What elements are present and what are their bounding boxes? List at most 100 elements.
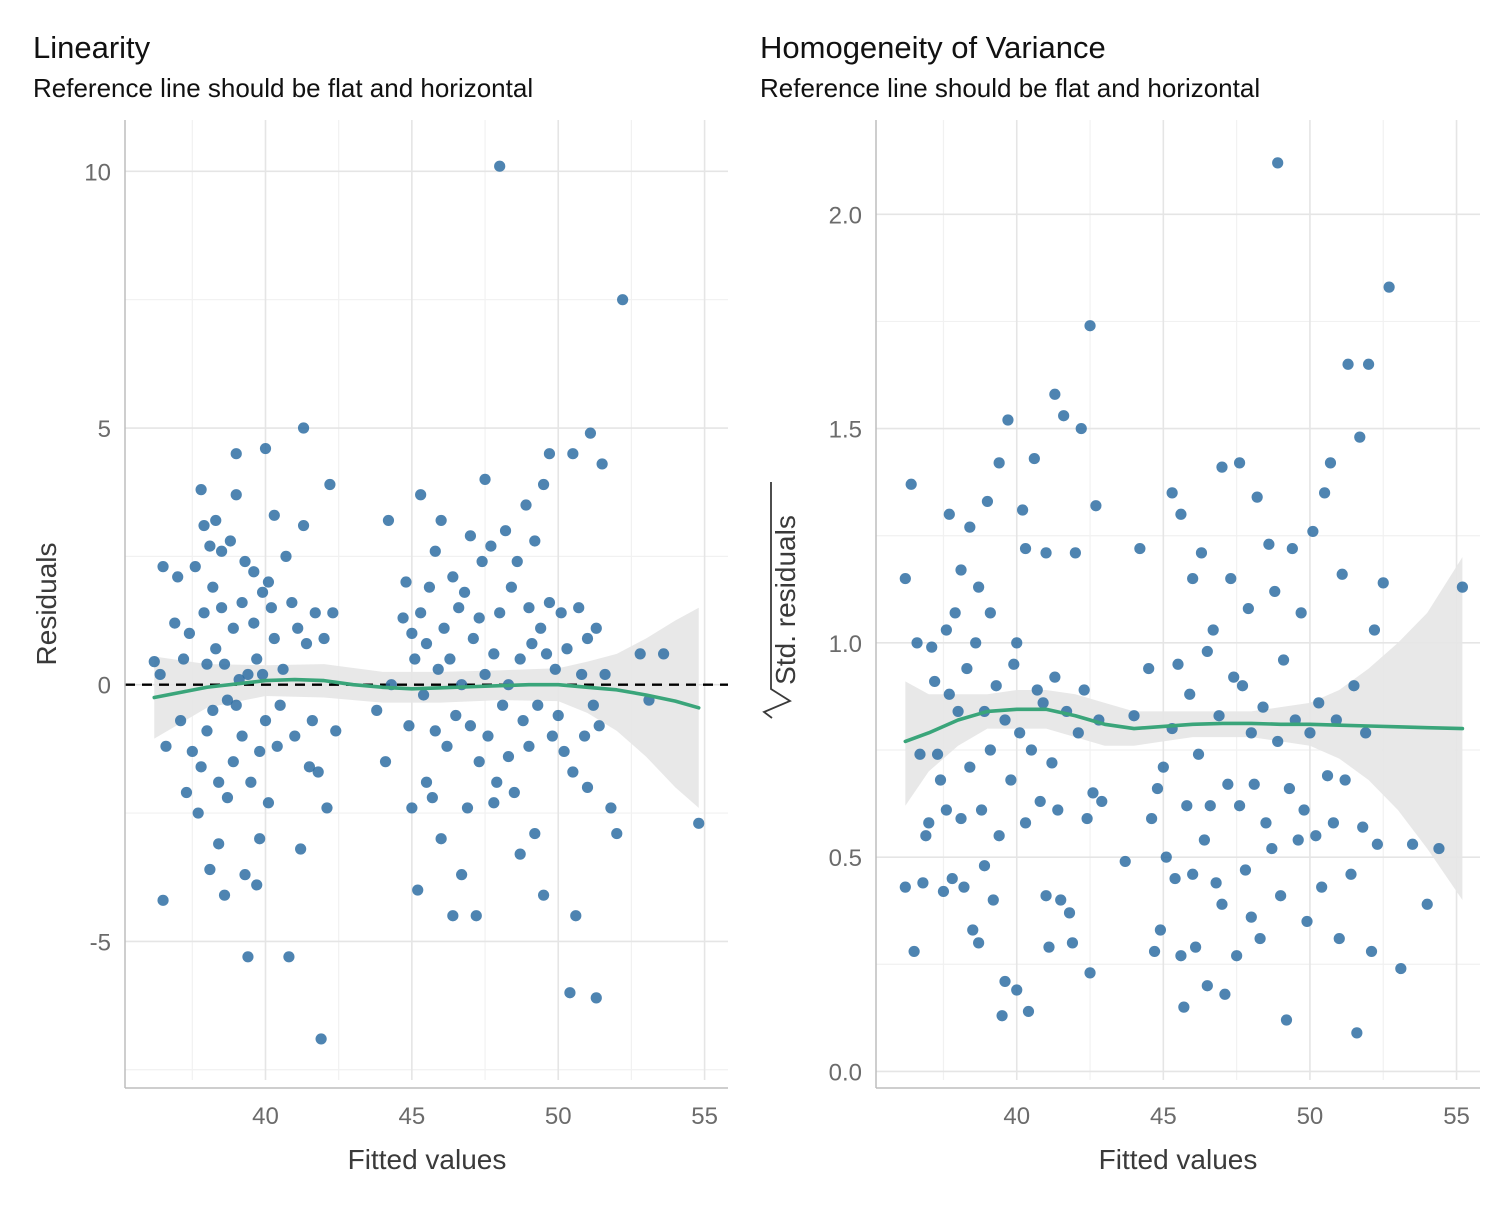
linearity-data-point: [587, 699, 599, 711]
variance-data-point: [1040, 890, 1052, 902]
linearity-data-point: [283, 951, 295, 963]
variance-data-point: [1087, 787, 1099, 799]
variance-data-point: [1260, 817, 1272, 829]
variance-data-point: [1348, 680, 1360, 692]
linearity-data-point: [596, 458, 608, 470]
linearity-data-point: [327, 607, 339, 619]
variance-data-point: [1066, 937, 1079, 949]
variance-data-point: [970, 637, 982, 649]
linearity-data-point: [409, 653, 421, 665]
linearity-data-point: [461, 802, 474, 814]
variance-data-point: [911, 637, 923, 649]
linearity-data-point: [558, 745, 570, 758]
linearity-data-point: [251, 653, 263, 665]
variance-data-point: [1225, 572, 1237, 585]
variance-data-point: [1321, 770, 1334, 782]
variance-data-point: [1248, 778, 1260, 790]
linearity-data-point: [312, 766, 324, 778]
linearity-data-point: [540, 648, 553, 660]
linearity-data-point: [274, 699, 286, 711]
linearity-data-point: [406, 802, 418, 814]
variance-data-point: [1283, 782, 1296, 795]
variance-panel: Homogeneity of Variance Reference line s…: [760, 30, 1480, 1175]
linearity-data-point: [555, 607, 567, 619]
linearity-data-point: [265, 602, 277, 614]
variance-data-point: [984, 744, 996, 756]
linearity-data-point: [218, 889, 231, 901]
variance-data-point: [1319, 487, 1331, 499]
linearity-data-point: [262, 797, 275, 809]
linearity-data-point: [204, 863, 216, 876]
linearity-data-point: [330, 725, 342, 737]
linearity-data-point: [271, 740, 283, 752]
variance-data-point: [923, 817, 935, 829]
linearity-data-point: [435, 514, 447, 527]
variance-data-point: [1151, 782, 1164, 795]
variance-data-point: [1298, 804, 1310, 816]
variance-data-point: [1028, 452, 1040, 465]
variance-y-tick-label: 0.5: [829, 845, 862, 872]
variance-data-point: [931, 748, 944, 760]
linearity-data-point: [564, 987, 576, 999]
linearity-data-point: [523, 602, 535, 614]
variance-data-point: [1383, 281, 1395, 293]
variance-data-point: [943, 688, 955, 700]
variance-title: Homogeneity of Variance: [760, 30, 1106, 65]
linearity-data-point: [195, 761, 207, 773]
linearity-data-point: [230, 448, 242, 460]
linearity-data-point: [458, 586, 471, 598]
variance-data-point: [899, 572, 911, 585]
linearity-data-point: [256, 586, 269, 598]
linearity-data-point: [230, 489, 242, 501]
linearity-data-point: [400, 576, 412, 588]
linearity-data-point: [438, 622, 450, 634]
variance-data-point: [1228, 671, 1240, 683]
linearity-data-point: [277, 663, 289, 675]
variance-data-point: [1148, 945, 1161, 958]
linearity-data-point: [169, 617, 181, 629]
linearity-data-point: [473, 612, 485, 624]
linearity-data-point: [567, 766, 579, 778]
linearity-data-point: [561, 643, 573, 655]
variance-data-point: [975, 804, 988, 816]
variance-data-point: [964, 761, 976, 773]
variance-data-point: [987, 894, 999, 906]
variance-x-tick-label: 50: [1297, 1103, 1324, 1130]
linearity-data-point: [464, 720, 477, 732]
linearity-data-point: [201, 658, 213, 670]
linearity-data-point: [526, 638, 538, 650]
variance-data-point: [1063, 907, 1076, 919]
linearity-data-point: [195, 484, 207, 496]
variance-data-point: [961, 662, 973, 675]
variance-data-point: [946, 872, 958, 885]
linearity-data-point: [593, 720, 605, 732]
variance-data-point: [1146, 812, 1158, 825]
linearity-data-point: [532, 699, 544, 711]
variance-confidence-band-area: [905, 557, 1463, 900]
linearity-data-point: [403, 720, 415, 732]
variance-data-point: [917, 877, 929, 889]
linearity-y-tick-label: 10: [84, 159, 111, 186]
variance-data-point: [1310, 830, 1322, 842]
linearity-data-point: [242, 951, 254, 963]
variance-data-point: [1169, 872, 1181, 885]
linearity-data-point: [315, 1033, 327, 1045]
variance-data-point: [929, 675, 941, 688]
variance-data-point: [1368, 624, 1381, 636]
linearity-data-point: [248, 617, 260, 629]
linearity-data-point: [292, 622, 304, 634]
variance-data-point: [1181, 800, 1193, 812]
variance-subtitle: Reference line should be flat and horizo…: [760, 73, 1260, 103]
linearity-data-point: [254, 745, 266, 758]
variance-data-point: [1263, 538, 1275, 550]
variance-data-point: [993, 457, 1005, 469]
variance-data-point: [1157, 761, 1169, 773]
variance-data-point: [1058, 410, 1070, 422]
variance-data-point: [978, 860, 991, 872]
linearity-data-point: [198, 519, 210, 532]
square-root-symbol: [762, 482, 792, 719]
variance-x-axis-label: Fitted values: [1099, 1144, 1258, 1175]
variance-data-point: [1178, 1001, 1190, 1013]
linearity-data-point: [256, 668, 269, 681]
linearity-data-point: [476, 555, 488, 568]
